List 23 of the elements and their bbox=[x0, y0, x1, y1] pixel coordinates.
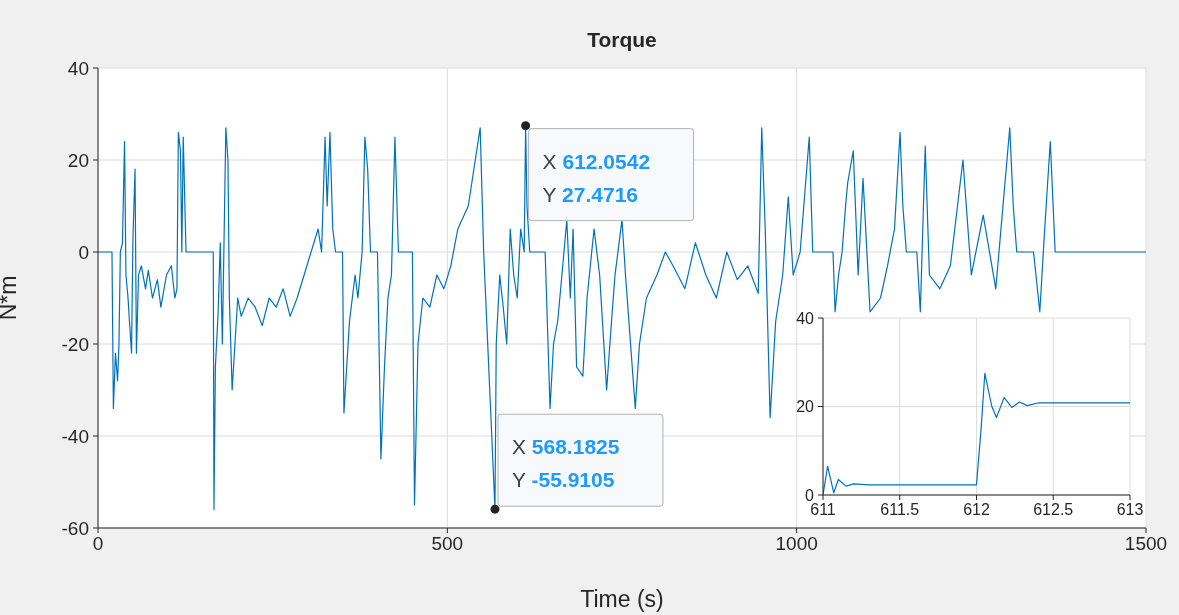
x-tick-label: 613 bbox=[1116, 501, 1144, 519]
y-tick-label: 20 bbox=[67, 149, 89, 171]
annotation: X 568.1825 Y -55.9105 bbox=[511, 435, 620, 492]
x-tick-label: 612 bbox=[963, 501, 990, 519]
x-tick-label: 0 bbox=[92, 533, 104, 555]
y-axis-title: N*m bbox=[0, 275, 22, 321]
y-tick-label: 20 bbox=[796, 398, 815, 416]
x-tick-label: 612.5 bbox=[1033, 501, 1074, 519]
x-tick-label: 1000 bbox=[775, 533, 818, 555]
y-tick-label: -40 bbox=[61, 425, 89, 447]
annotation: X 612.0542 Y 27.4716 bbox=[542, 149, 651, 206]
y-tick-label: 40 bbox=[67, 57, 89, 79]
y-tick-label: -20 bbox=[61, 333, 89, 355]
y-tick-label: 0 bbox=[78, 241, 89, 263]
x-tick-label: 611 bbox=[810, 501, 836, 519]
y-tick-label: -60 bbox=[61, 517, 89, 539]
x-tick-label: 611.5 bbox=[880, 501, 920, 519]
y-tick-label: 0 bbox=[805, 486, 815, 504]
x-axis-title: Time (s) bbox=[580, 586, 664, 612]
x-tick-label: 1500 bbox=[1124, 533, 1168, 555]
y-tick-label: 40 bbox=[796, 309, 815, 327]
chart-title: Torque bbox=[586, 28, 658, 52]
x-tick-label: 500 bbox=[431, 533, 464, 555]
